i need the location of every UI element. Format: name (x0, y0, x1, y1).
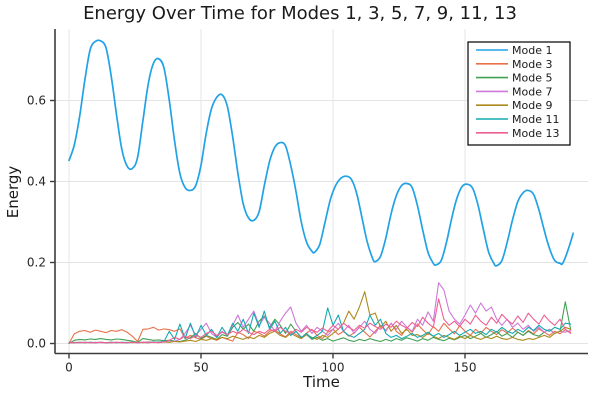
series-line-mode-1 (68, 39, 575, 267)
x-tick-label: 150 (454, 361, 477, 375)
y-tick-label: 0.2 (27, 256, 46, 270)
legend-label: Mode 1 (512, 44, 552, 57)
y-tick-label: 0.0 (27, 337, 46, 351)
legend-label: Mode 13 (512, 127, 559, 140)
legend-label: Mode 11 (512, 113, 559, 126)
legend-box (467, 41, 571, 146)
x-tick-label: 0 (65, 361, 73, 375)
y-tick-label: 0.6 (27, 94, 46, 108)
x-tick-label: 100 (322, 361, 345, 375)
chart-title: Energy Over Time for Modes 1, 3, 5, 7, 9… (83, 3, 517, 24)
x-tick-label: 50 (193, 361, 208, 375)
y-tick-label: 0.4 (27, 175, 46, 189)
x-axis-label: Time (303, 373, 340, 391)
legend-label: Mode 5 (512, 72, 552, 85)
legend-label: Mode 3 (512, 58, 552, 71)
legend-label: Mode 7 (512, 85, 552, 98)
y-axis-label: Energy (4, 165, 22, 219)
legend-label: Mode 9 (512, 99, 552, 112)
series-line-mode-13 (68, 298, 572, 344)
